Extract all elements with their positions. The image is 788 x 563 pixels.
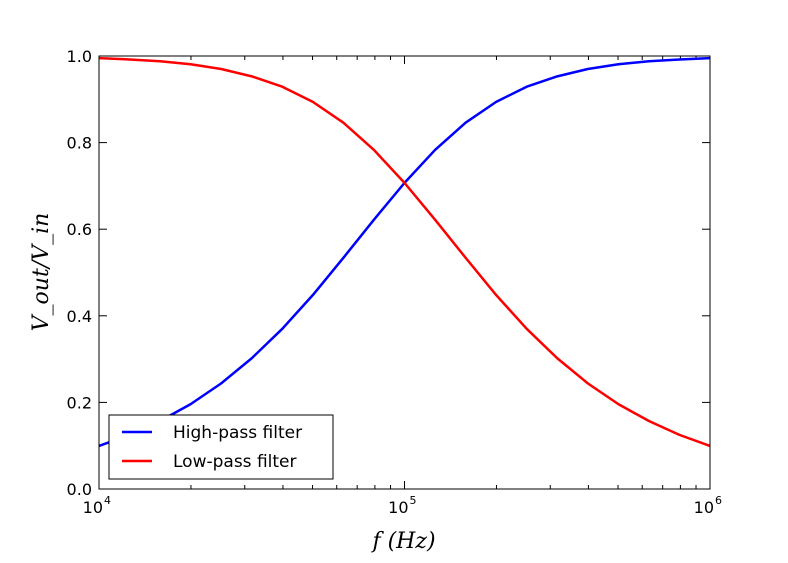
- y-tick-label: 0.4: [67, 307, 92, 326]
- y-axis-title: V_out/V_in: [29, 213, 54, 332]
- x-tick-label-base: 10: [83, 498, 103, 517]
- x-tick-label: 10 5: [388, 494, 416, 517]
- y-tick-labels: 0.0 0.2 0.4 0.6 0.8 1.0: [67, 47, 92, 499]
- x-tick-label-exponent: 6: [715, 494, 722, 507]
- legend-label-high-pass: High-pass filter: [173, 423, 302, 443]
- y-tick-label: 0.6: [67, 220, 92, 239]
- x-tick-label-base: 10: [388, 498, 408, 517]
- series-layer: [98, 56, 711, 448]
- x-tick-label-exponent: 4: [104, 494, 111, 507]
- legend: High-pass filter Low-pass filter: [108, 414, 334, 480]
- y-tick-label: 0.0: [67, 480, 92, 499]
- x-tick-label: 10 6: [694, 494, 722, 517]
- legend-box: [108, 414, 334, 480]
- series-line-low-pass: [98, 56, 711, 448]
- y-tick-label: 0.2: [67, 393, 92, 412]
- y-tick-label: 1.0: [67, 47, 92, 66]
- plot-frame: [98, 55, 711, 490]
- x-tick-label-base: 10: [694, 498, 714, 517]
- x-tick-label-exponent: 5: [410, 494, 417, 507]
- x-axis-title: f (Hz): [370, 529, 435, 554]
- minor-ticks: [190, 56, 697, 489]
- legend-label-low-pass: Low-pass filter: [173, 452, 296, 472]
- x-tick-label: 10 4: [83, 494, 111, 517]
- x-tick-labels: 10 4 10 5 10 6: [83, 494, 722, 517]
- y-tick-label: 0.8: [67, 134, 92, 153]
